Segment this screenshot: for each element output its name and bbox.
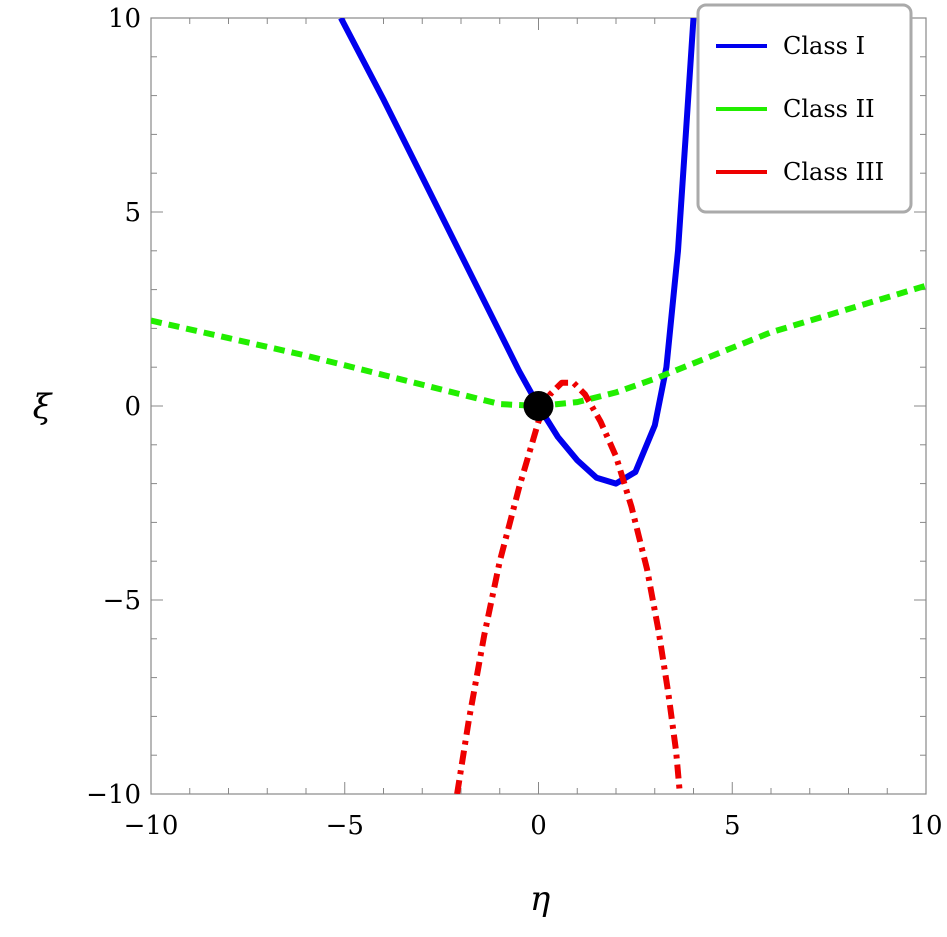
tick-labels: −10 −5 0 5 10 −10 −5 0 5 10 (86, 4, 942, 841)
x-tick-label: 0 (530, 811, 547, 841)
x-tick-label: −5 (326, 811, 364, 841)
y-tick-label: −5 (103, 586, 141, 616)
legend-label: Class I (783, 32, 865, 60)
series-layer (151, 18, 926, 794)
y-tick-label: −10 (86, 780, 141, 810)
x-tick-label: 10 (909, 811, 942, 841)
legend-label: Class III (783, 158, 884, 186)
y-tick-label: 10 (108, 4, 141, 34)
y-tick-label: 0 (124, 392, 141, 422)
y-axis-label: ξ (33, 387, 54, 427)
origin-point (523, 391, 554, 421)
points-layer (523, 391, 554, 421)
x-tick-label: 5 (724, 811, 741, 841)
y-tick-label: 5 (124, 198, 141, 228)
series-line-2 (151, 282, 926, 409)
legend-label: Class II (783, 95, 875, 123)
x-axis-label: η (530, 879, 551, 919)
legend-box (696, 3, 913, 214)
legend: Class I Class II Class III (696, 3, 913, 214)
x-tick-label: −10 (124, 811, 179, 841)
series-line-1 (338, 18, 697, 487)
